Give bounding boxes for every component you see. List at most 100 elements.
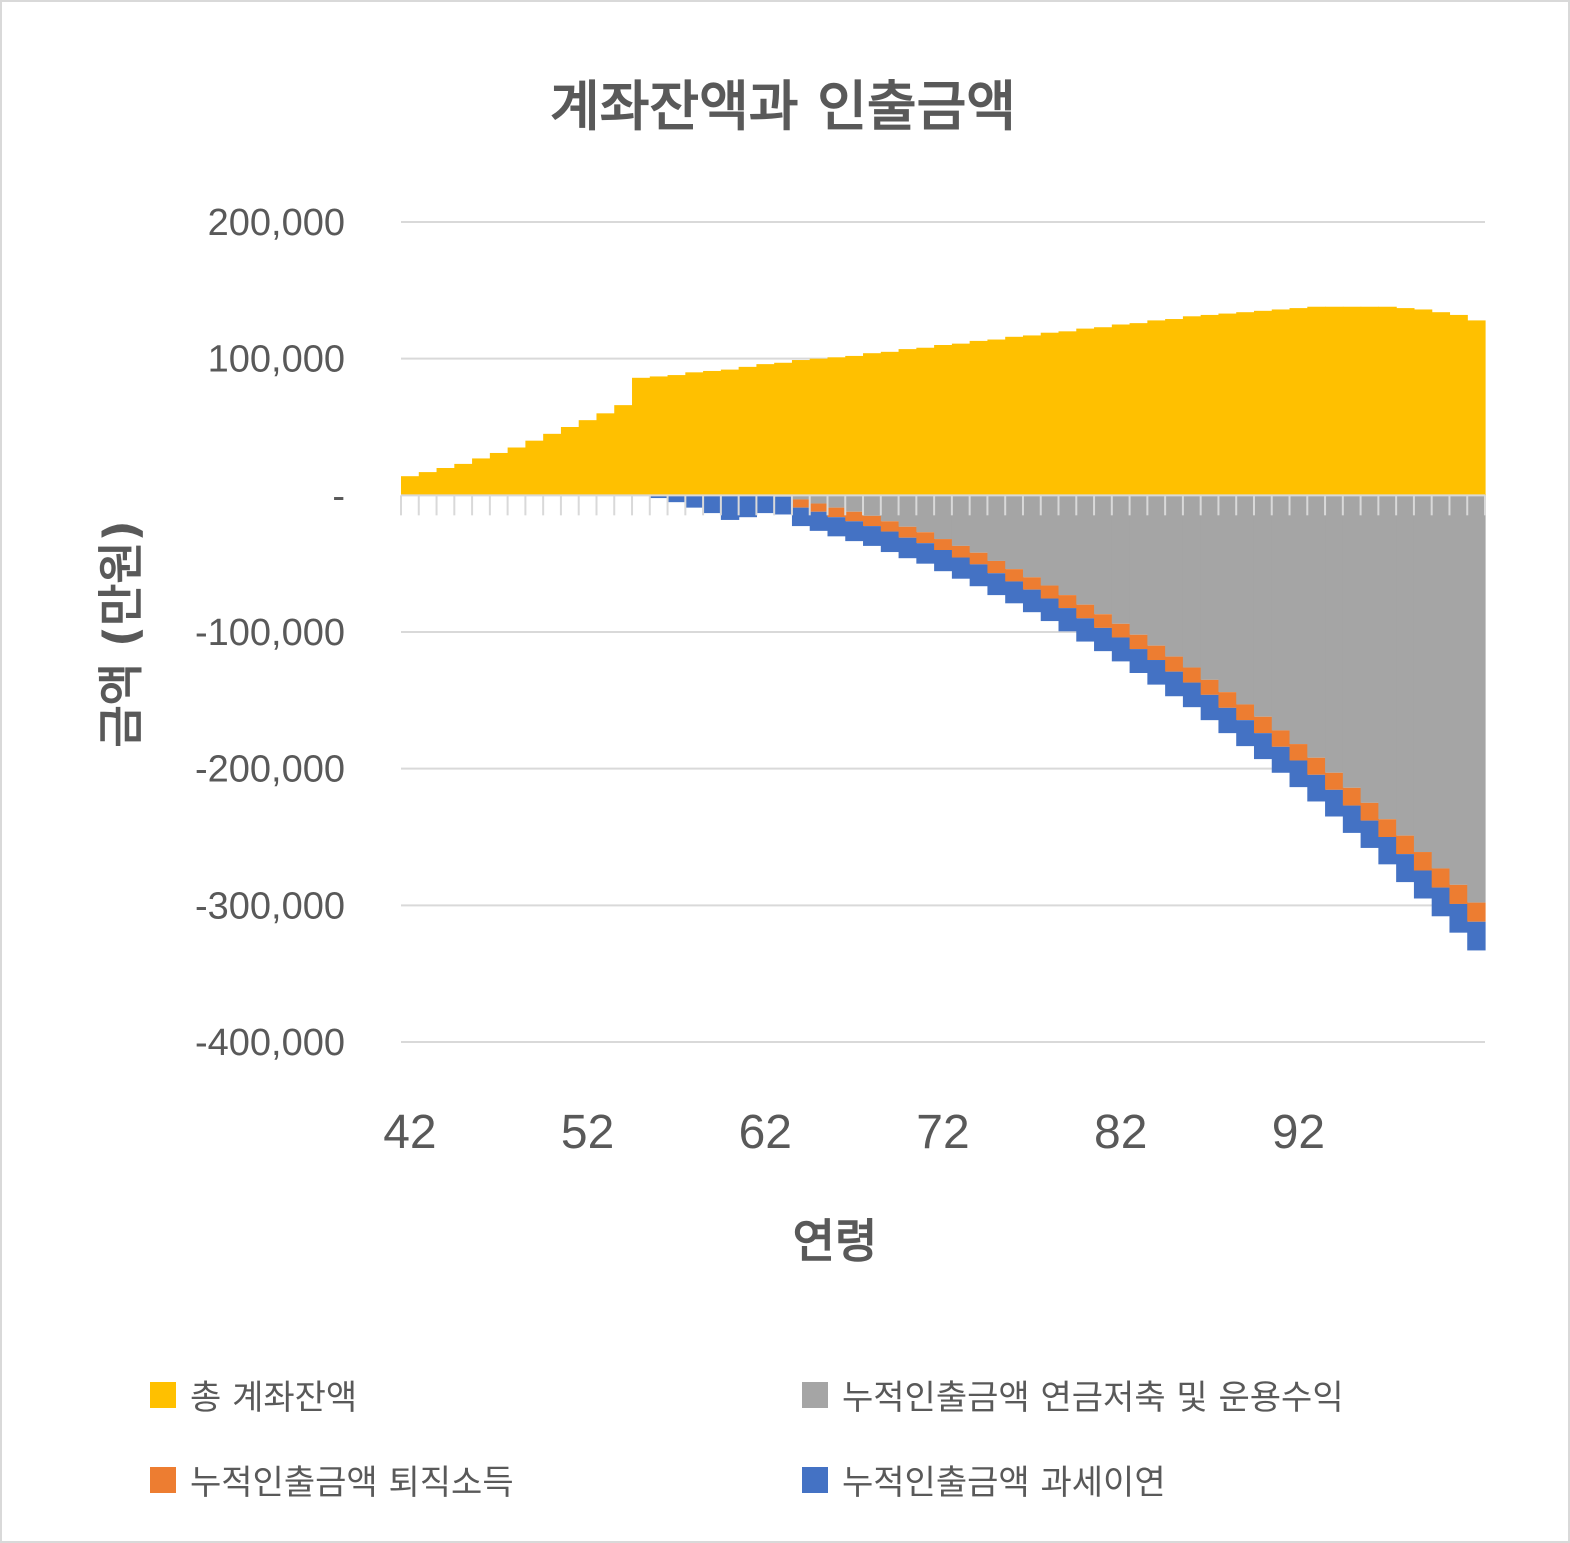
- bar-withdrawal-1: [1040, 495, 1060, 586]
- bar-withdrawal-3: [1449, 903, 1468, 933]
- bar-withdrawal-3: [987, 573, 1006, 596]
- bar-withdrawal-3: [703, 495, 722, 514]
- bar-balance: [1111, 324, 1131, 496]
- bar-balance: [1147, 320, 1166, 496]
- bar-withdrawal-2: [791, 499, 811, 508]
- x-axis: [400, 494, 1486, 516]
- bar-withdrawal-1: [1378, 495, 1397, 820]
- bar-withdrawal-2: [1040, 585, 1060, 599]
- bar-withdrawal-3: [791, 507, 811, 527]
- bar-withdrawal-3: [1005, 581, 1024, 604]
- bar-balance: [1289, 308, 1308, 496]
- bar-withdrawal-3: [916, 543, 935, 564]
- bar-balance: [1396, 308, 1415, 496]
- bar-withdrawal-3: [1307, 774, 1326, 802]
- bar-balance: [934, 345, 953, 496]
- bar-balance: [738, 366, 758, 496]
- bar-withdrawal-3: [845, 521, 864, 542]
- bar-withdrawal-1: [1467, 495, 1486, 903]
- bar-withdrawal-3: [1236, 720, 1255, 747]
- bar-withdrawal-3: [809, 511, 829, 531]
- bar-withdrawal-1: [1111, 495, 1131, 624]
- bar-balance: [756, 364, 775, 496]
- bar-withdrawal-2: [827, 507, 846, 518]
- chart-title: 계좌잔액과 인출금액: [550, 75, 1016, 138]
- bar-withdrawal-3: [1111, 637, 1131, 662]
- bar-withdrawal-2: [1396, 835, 1415, 855]
- bar-withdrawal-3: [667, 495, 686, 503]
- bar-balance: [667, 375, 686, 496]
- bar-withdrawal-2: [1200, 679, 1220, 695]
- bar-withdrawal-3: [1253, 733, 1273, 760]
- bar-balance: [1431, 312, 1451, 496]
- bar-withdrawal-1: [1182, 495, 1202, 668]
- bar-withdrawal-1: [1165, 495, 1184, 657]
- legend-label-balance: 총 계좌잔액: [190, 1378, 358, 1418]
- x-tick-labels: 42 52 62 72 82 92: [383, 1106, 1325, 1159]
- bar-withdrawal-1: [1449, 495, 1468, 885]
- bar-withdrawal-3: [756, 495, 775, 514]
- bar-withdrawal-2: [1022, 577, 1042, 590]
- bar-withdrawal-2: [1165, 656, 1184, 672]
- x-tick-label: 92: [1272, 1106, 1325, 1159]
- bar-withdrawal-3: [720, 495, 740, 520]
- bar-withdrawal-1: [934, 495, 953, 540]
- legend-label-tax-deferred: 누적인출금액 과세이연: [842, 1463, 1166, 1503]
- bar-balance: [649, 376, 669, 496]
- bar-withdrawal-1: [1289, 495, 1308, 745]
- bar-balance: [1325, 306, 1344, 496]
- y-tick-label: -300,000: [195, 885, 345, 927]
- bar-withdrawal-1: [951, 495, 971, 546]
- bar-withdrawal-2: [1076, 604, 1095, 619]
- bar-withdrawal-2: [880, 521, 900, 532]
- bar-withdrawal-2: [1236, 704, 1255, 721]
- bar-balance: [1360, 306, 1379, 496]
- bar-balance: [898, 349, 917, 496]
- bar-withdrawal-3: [951, 557, 971, 579]
- bar-withdrawal-1: [969, 495, 989, 553]
- bar-withdrawal-3: [1431, 887, 1451, 917]
- y-tick-label: 200,000: [208, 202, 345, 244]
- bar-balance: [525, 440, 544, 496]
- y-tick-label: -400,000: [195, 1022, 345, 1064]
- bar-withdrawal-2: [845, 511, 864, 522]
- y-tick-label: -100,000: [195, 612, 345, 654]
- bar-balance: [827, 357, 846, 496]
- bar-withdrawal-1: [1005, 495, 1024, 570]
- bar-withdrawal-1: [1058, 495, 1077, 596]
- bar-balance: [418, 472, 438, 496]
- bar-withdrawal-1: [1253, 495, 1273, 717]
- bar-withdrawal-1: [791, 495, 811, 500]
- legend-swatch-retirement-income: [150, 1466, 176, 1493]
- x-tick-label: 42: [383, 1106, 436, 1159]
- bar-withdrawal-1: [827, 495, 846, 508]
- bar-balance: [1040, 332, 1060, 496]
- bar-withdrawal-1: [1396, 495, 1415, 836]
- y-tick-label: -: [332, 475, 345, 517]
- bar-withdrawal-1: [987, 495, 1006, 561]
- bar-balance: [987, 339, 1006, 496]
- bar-balance: [543, 433, 562, 496]
- bar-withdrawal-2: [1147, 645, 1166, 661]
- bar-balance: [685, 372, 704, 496]
- bar-balance: [951, 343, 971, 496]
- bar-withdrawal-2: [1253, 716, 1273, 734]
- legend-swatch-tax-deferred: [802, 1466, 828, 1493]
- bar-withdrawal-3: [1271, 746, 1291, 773]
- bar-balance: [1413, 309, 1433, 496]
- legend-item-tax-deferred: 누적인출금액 과세이연: [802, 1455, 1166, 1504]
- bar-withdrawal-2: [1289, 744, 1308, 761]
- bar-withdrawal-3: [880, 531, 900, 553]
- bar-withdrawal-1: [898, 495, 917, 527]
- bar-withdrawal-3: [1396, 854, 1415, 883]
- y-tick-label: 100,000: [208, 339, 345, 381]
- bar-withdrawal-3: [1058, 608, 1077, 632]
- bar-balance: [969, 340, 989, 496]
- bar-withdrawal-1: [1360, 495, 1379, 803]
- bar-withdrawal-1: [1325, 495, 1344, 773]
- bar-withdrawal-3: [1413, 870, 1433, 899]
- bar-withdrawal-2: [951, 545, 971, 558]
- bar-withdrawal-1: [1076, 495, 1095, 605]
- bar-withdrawal-1: [1218, 495, 1237, 693]
